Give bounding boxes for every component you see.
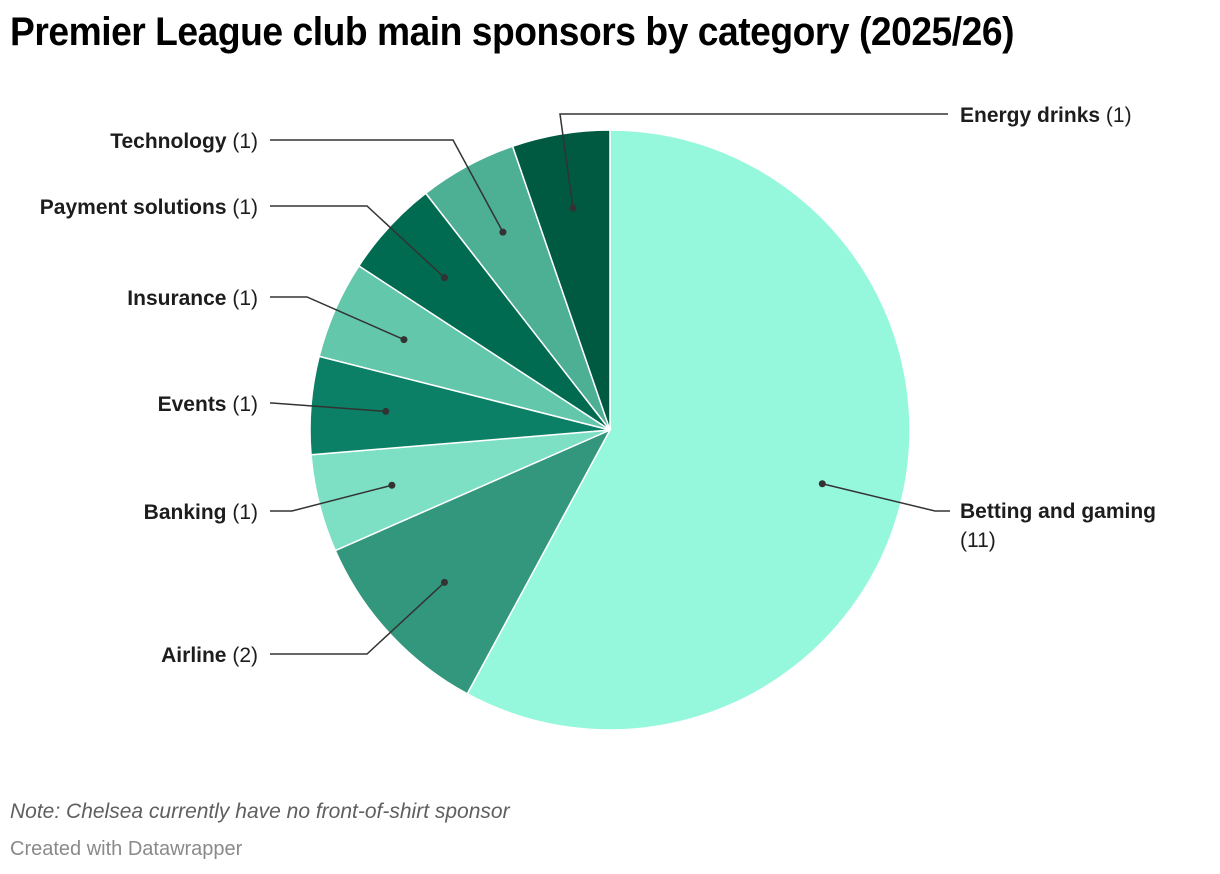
chart-credit: Created with Datawrapper xyxy=(10,838,243,860)
leader-dot xyxy=(388,481,396,489)
leader-line xyxy=(822,483,950,512)
slice-label: Technology (1) xyxy=(110,130,258,153)
leader-dot xyxy=(400,336,408,344)
slice-labels: Betting and gaming (11) Airline (2) Banking… xyxy=(40,104,1156,667)
slice-label: Events (1) xyxy=(158,393,258,416)
slice-label: Banking (1) xyxy=(144,501,258,524)
leader-line xyxy=(270,484,393,512)
slice-label: Insurance (1) xyxy=(127,287,258,310)
pie-slices xyxy=(309,129,911,731)
leader-line xyxy=(270,296,405,341)
slice-label: Betting and gaming (11) xyxy=(960,500,1156,552)
leader-dot xyxy=(382,407,390,415)
leader-line xyxy=(270,205,445,279)
leader-dot xyxy=(440,578,448,586)
leader-lines xyxy=(270,113,950,655)
chart-note: Note: Chelsea currently have no front-of… xyxy=(10,800,510,823)
chart-title: Premier League club main sponsors by cat… xyxy=(10,10,1015,54)
leader-dot xyxy=(818,480,826,488)
slice-label: Energy drinks (1) xyxy=(960,104,1132,127)
leader-line xyxy=(559,113,948,209)
slice-label: Airline (2) xyxy=(161,644,258,667)
leader-line xyxy=(270,139,504,233)
slice-label: Payment solutions (1) xyxy=(40,196,258,219)
pie-slice-energy-drinks[interactable] xyxy=(511,129,611,431)
leader-line xyxy=(270,581,445,655)
leader-dot xyxy=(569,204,577,212)
leader-line xyxy=(270,402,386,413)
pie-slice-betting-and-gaming[interactable] xyxy=(466,129,911,731)
leader-dot xyxy=(440,274,448,282)
leader-dot xyxy=(499,228,507,236)
